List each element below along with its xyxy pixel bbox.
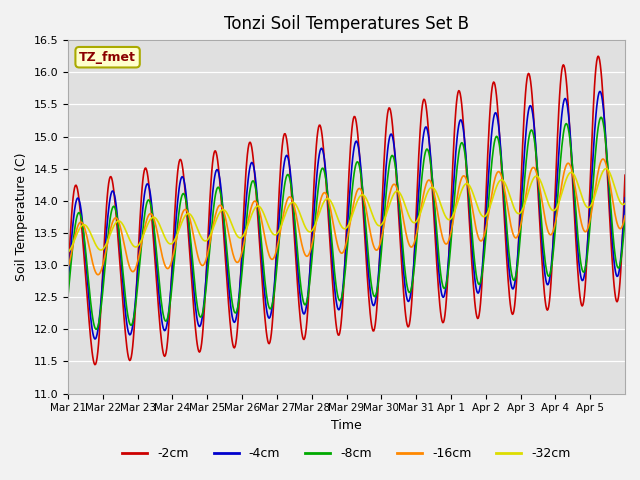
Title: Tonzi Soil Temperatures Set B: Tonzi Soil Temperatures Set B bbox=[224, 15, 469, 33]
Text: TZ_fmet: TZ_fmet bbox=[79, 51, 136, 64]
Y-axis label: Soil Temperature (C): Soil Temperature (C) bbox=[15, 153, 28, 281]
X-axis label: Time: Time bbox=[331, 419, 362, 432]
Legend: -2cm, -4cm, -8cm, -16cm, -32cm: -2cm, -4cm, -8cm, -16cm, -32cm bbox=[117, 442, 576, 465]
